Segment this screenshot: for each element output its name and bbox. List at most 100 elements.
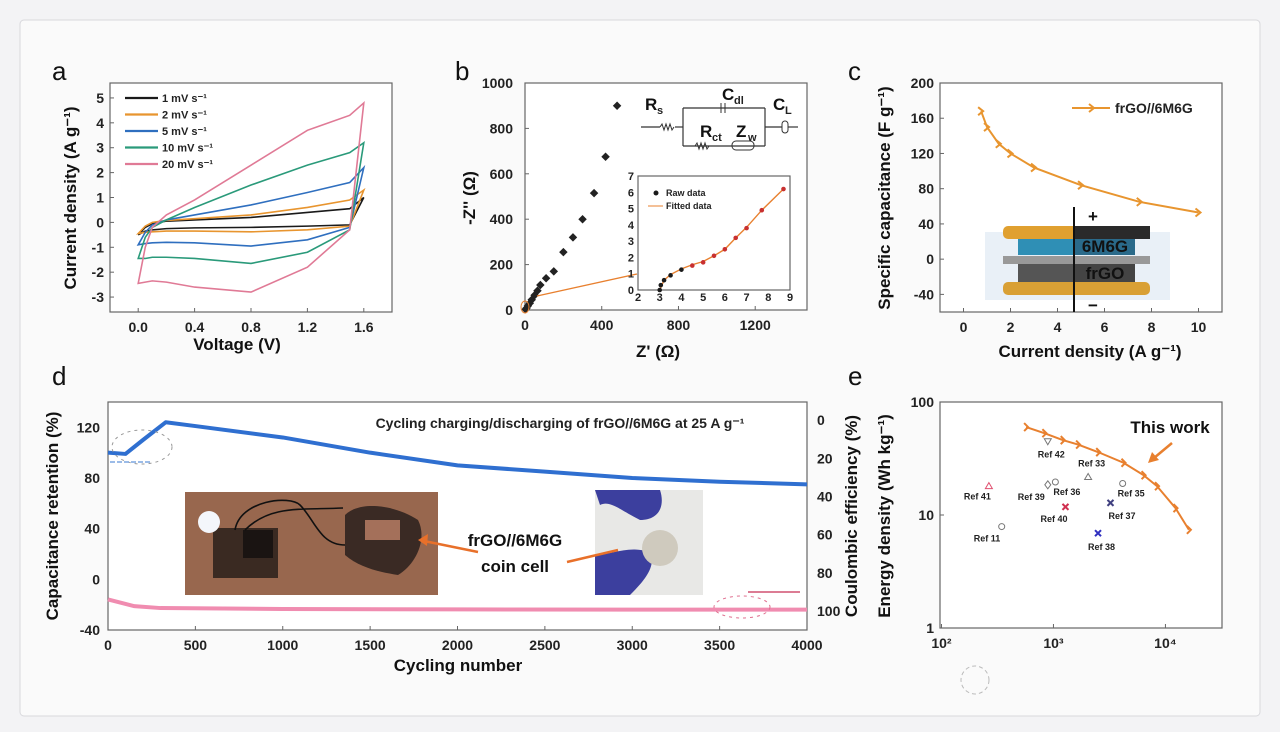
y-tick-label: 400: [490, 211, 514, 227]
inset-x-tick-label: 4: [678, 292, 685, 304]
y-tick-label: 1: [96, 190, 104, 206]
this-work-point: [1172, 503, 1179, 513]
coin-cell-caption: frGO//6M6G: [468, 531, 562, 550]
x-axis-label: Z' (Ω): [636, 342, 680, 361]
x-tick-label: 0: [521, 317, 529, 333]
x-tick-label: 10²: [931, 635, 952, 651]
x-tick-label: 500: [184, 637, 208, 653]
inset-plot: [637, 175, 791, 291]
x-tick-label: 800: [667, 317, 691, 333]
x-tick-label: 2000: [442, 637, 473, 653]
legend-label: 5 mV s⁻¹: [162, 126, 207, 138]
y-tick-label: 4: [96, 115, 104, 131]
circuit-label-zw: Z: [736, 122, 746, 141]
y-tick-label: -40: [914, 286, 934, 302]
capacitance-point: [1030, 162, 1038, 173]
y-tick-label: 100: [911, 394, 935, 410]
y-tick-label: -2: [92, 264, 105, 280]
y-tick-label: 160: [911, 110, 935, 126]
x-tick-label: 6: [1101, 319, 1109, 335]
left-y-tick-label: 80: [84, 470, 100, 486]
x-tick-label: 3000: [617, 637, 648, 653]
x-axis-label: Current density (A g⁻¹): [998, 342, 1181, 361]
nyquist-point: [549, 267, 559, 276]
x-tick-label: 8: [1148, 319, 1156, 335]
x-tick-label: 0.0: [128, 319, 148, 335]
positive-terminal-label: +: [1088, 207, 1098, 226]
left-y-tick-label: 40: [84, 521, 100, 537]
y-tick-label: 5: [96, 90, 104, 106]
this-work-point: [1041, 428, 1048, 438]
x-tick-label: 0.4: [185, 319, 205, 335]
inset-y-tick-label: 0: [628, 285, 634, 297]
inset-x-tick-label: 2: [635, 292, 641, 304]
inset-x-tick-label: 8: [765, 292, 771, 304]
inset-pointer-arrow: [536, 273, 638, 297]
circuit-label-cl: C: [773, 95, 785, 114]
y-tick-label: 1000: [482, 75, 513, 91]
right-y-tick-label: 40: [817, 488, 833, 504]
reference-marker: [1119, 480, 1127, 488]
reference-label: Ref 37: [1108, 511, 1135, 521]
circuit-label-cl-subscript: L: [785, 105, 792, 117]
coin-cell-arrow-right: [566, 548, 619, 564]
x-tick-label: 400: [590, 317, 614, 333]
x-tick-label: 0: [960, 319, 968, 335]
negative-terminal-label: −: [1088, 296, 1098, 315]
reference-label: Ref 41: [964, 492, 991, 502]
x-tick-label: 3500: [704, 637, 735, 653]
reference-marker: [1043, 438, 1053, 446]
raw-data-point: [668, 273, 673, 278]
coin-cell-caption-2: coin cell: [481, 557, 549, 576]
right-y-tick-label: 100: [817, 603, 841, 619]
highlight-ellipse-end: [713, 595, 771, 619]
this-work-label: This work: [1130, 418, 1210, 437]
inset-y-tick-label: 2: [628, 252, 634, 264]
y-tick-label: 0: [926, 251, 934, 267]
left-y-tick-label: 120: [77, 419, 101, 435]
left-y-tick-label: 0: [92, 571, 100, 587]
legend-label: frGO//6M6G: [1115, 100, 1193, 116]
y-axis-label: Current density (A g⁻¹): [61, 106, 80, 289]
capacitance-point: [1077, 180, 1085, 190]
x-tick-label: 10⁴: [1154, 635, 1177, 651]
this-work-point: [1120, 458, 1127, 468]
inset-y-tick-label: 7: [628, 171, 634, 183]
reference-marker: [1094, 529, 1102, 537]
inset-x-tick-label: 9: [787, 292, 793, 304]
y-axis-label: Specific capacitance (F g⁻¹): [875, 86, 894, 309]
x-tick-label: 1200: [740, 317, 771, 333]
capacitance-line: [980, 110, 1199, 214]
y-tick-label: 0: [505, 302, 513, 318]
capacitance-point: [1194, 207, 1203, 218]
raw-data-point: [661, 277, 667, 283]
inset-y-tick-label: 4: [628, 220, 635, 232]
panel-label-e: e: [848, 361, 862, 391]
circuit-label-zw-subscript: w: [747, 132, 757, 144]
x-tick-label: 2: [1007, 319, 1015, 335]
legend-marker-raw: [653, 190, 659, 196]
reference-label: Ref 33: [1078, 459, 1105, 469]
reference-marker: [1106, 499, 1115, 507]
legend-label-fitted: Fitted data: [666, 201, 712, 211]
reference-label: Ref 38: [1088, 542, 1115, 552]
capacitance-retention-line: [107, 420, 808, 487]
reference-label: Ref 35: [1118, 489, 1145, 499]
reference-label: Ref 40: [1040, 514, 1067, 524]
device-label-frgo: frGO: [1086, 264, 1125, 283]
raw-data-point: [744, 225, 749, 231]
right-y-tick-label: 20: [817, 450, 833, 466]
y-tick-label: 2: [96, 165, 104, 181]
y-tick-label: 10: [918, 507, 934, 523]
cycling-annotation: Cycling charging/discharging of frGO//6M…: [376, 415, 745, 431]
this-work-arrow: [1153, 442, 1173, 459]
coulombic-efficiency-line: [107, 597, 807, 612]
right-y-tick-label: 0: [817, 412, 825, 428]
this-work-point: [1154, 481, 1161, 491]
raw-data-point: [658, 282, 664, 288]
capacitance-point: [983, 122, 991, 132]
reference-label: Ref 36: [1053, 487, 1080, 497]
legend-label: 2 mV s⁻¹: [162, 110, 207, 122]
